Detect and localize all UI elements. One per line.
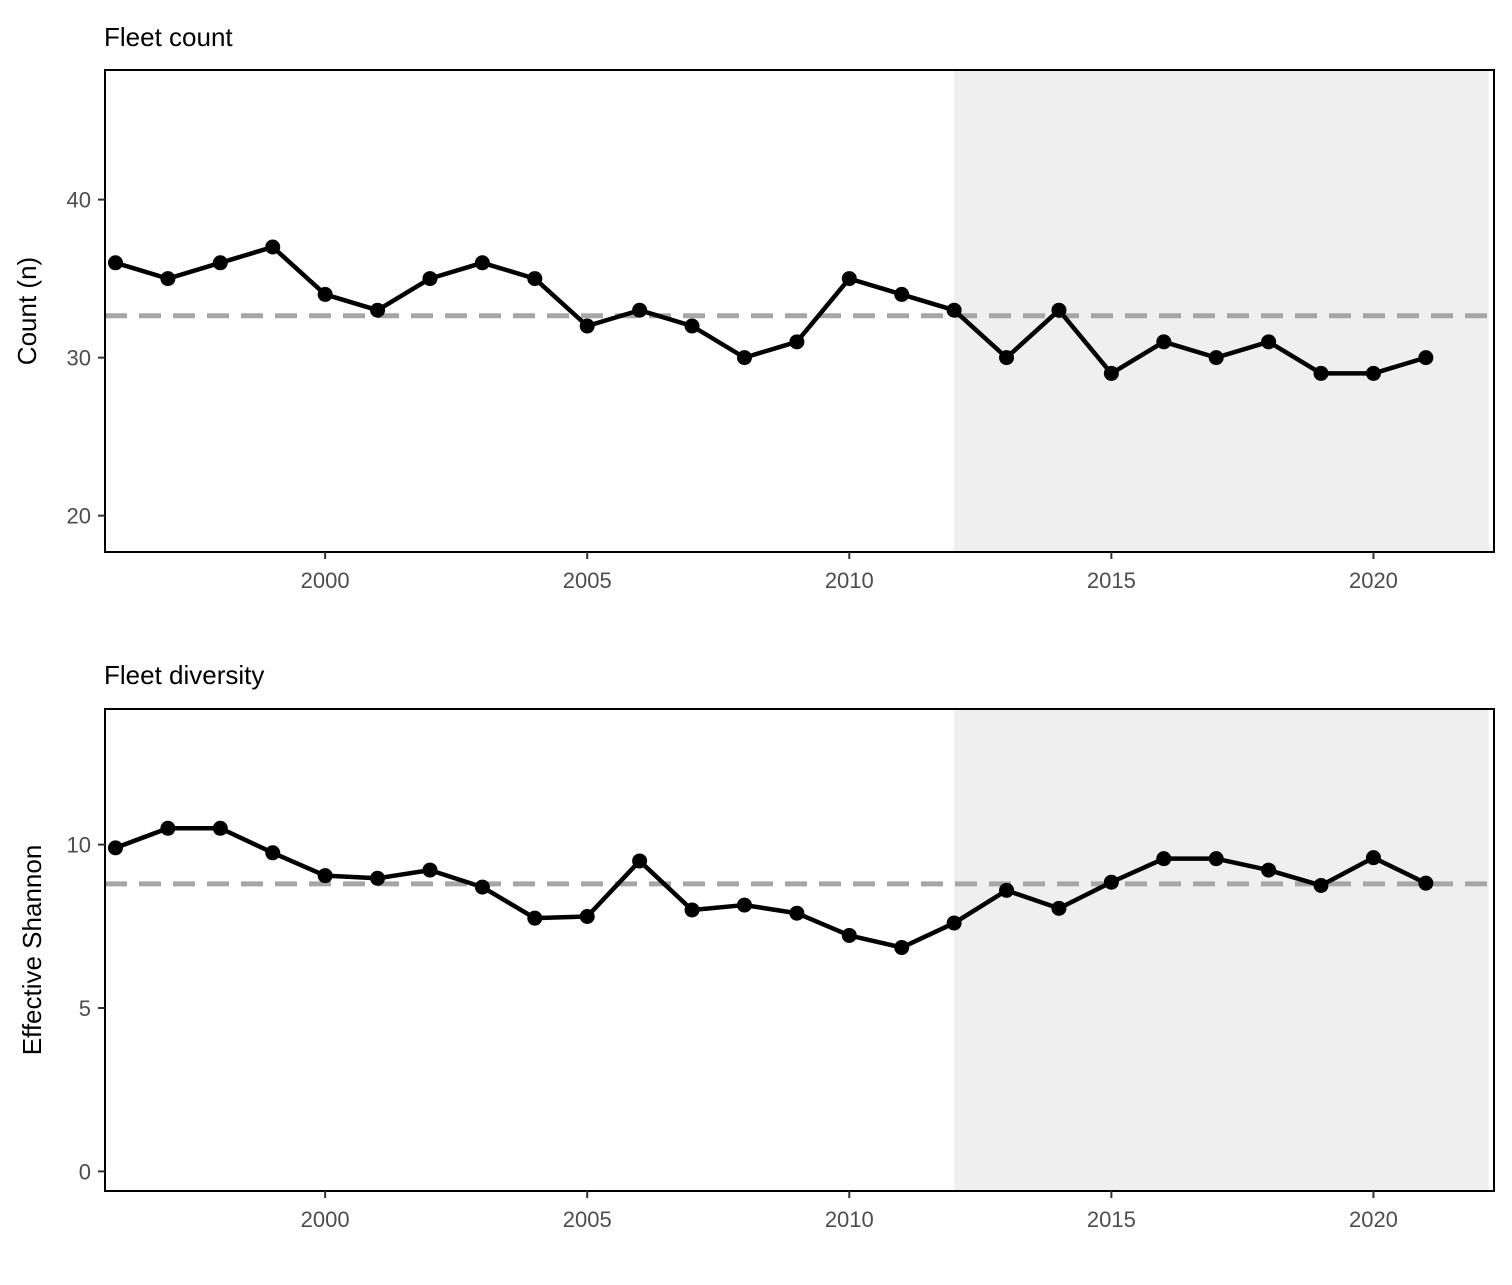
plot-area [105, 709, 1494, 1191]
data-point [789, 334, 805, 350]
panel-border [104, 69, 1495, 553]
data-point [1156, 334, 1172, 350]
x-tick-label: 2005 [563, 568, 612, 593]
y-tick-label: 30 [67, 346, 91, 371]
data-point [1156, 851, 1172, 867]
data-point [160, 271, 176, 287]
data-point [999, 882, 1015, 898]
data-point [946, 915, 962, 931]
data-point [579, 318, 595, 334]
x-tick-label: 2015 [1087, 568, 1136, 593]
data-point [684, 902, 700, 918]
panel-border [104, 708, 1495, 1192]
shaded-region [954, 70, 1489, 552]
x-tick-label: 2010 [825, 1207, 874, 1232]
data-point [422, 862, 438, 878]
data-point [1103, 365, 1119, 381]
data-point [1418, 875, 1434, 891]
data-point [1313, 365, 1329, 381]
y-axis-label: Effective Shannon [17, 845, 47, 1056]
data-point [317, 868, 333, 884]
data-point [1208, 851, 1224, 867]
y-tick-label: 10 [67, 833, 91, 858]
data-point [736, 897, 752, 913]
y-tick-label: 5 [79, 996, 91, 1021]
y-axis-label: Count (n) [12, 257, 42, 365]
panel-fleet-diversity: Fleet diversity Effective Shannon 2000 20… [17, 660, 1495, 1232]
series-line [113, 826, 1429, 950]
y-tick-label: 40 [67, 188, 91, 213]
data-point [841, 927, 857, 943]
data-point [1365, 850, 1381, 866]
data-point [841, 271, 857, 287]
panel-title: Fleet diversity [104, 660, 264, 690]
data-point [1261, 862, 1277, 878]
data-point [422, 271, 438, 287]
data-point [632, 853, 648, 869]
data-point [370, 302, 386, 318]
data-point [107, 840, 123, 856]
data-point [107, 255, 123, 271]
data-point [736, 350, 752, 366]
data-point [527, 271, 543, 287]
plot-area [105, 70, 1494, 552]
y-tick-label: 0 [79, 1159, 91, 1184]
data-point [317, 286, 333, 302]
data-point [527, 910, 543, 926]
data-point [160, 820, 176, 836]
x-tick-label: 2020 [1349, 1207, 1398, 1232]
x-tick-label: 2000 [301, 1207, 350, 1232]
data-point [265, 845, 281, 861]
x-tick-label: 2005 [563, 1207, 612, 1232]
data-point [474, 879, 490, 895]
data-point [789, 905, 805, 921]
data-point [1418, 350, 1434, 366]
data-point [1208, 350, 1224, 366]
data-point [632, 302, 648, 318]
data-point [265, 239, 281, 255]
data-point [684, 318, 700, 334]
data-point [1313, 877, 1329, 893]
data-point [999, 350, 1015, 366]
x-tick-label: 2015 [1087, 1207, 1136, 1232]
data-point [1051, 900, 1067, 916]
data-point [894, 286, 910, 302]
x-tick-label: 2000 [301, 568, 350, 593]
y-tick-label: 20 [67, 504, 91, 529]
panel-title: Fleet count [104, 22, 233, 52]
data-point [894, 940, 910, 956]
data-point [212, 255, 228, 271]
x-tick-label: 2010 [825, 568, 874, 593]
data-point [1365, 365, 1381, 381]
data-point [212, 820, 228, 836]
data-point [370, 870, 386, 886]
data-point [946, 302, 962, 318]
x-tick-label: 2020 [1349, 568, 1398, 593]
data-point [1103, 874, 1119, 890]
data-point [474, 255, 490, 271]
data-point [579, 909, 595, 925]
data-point [1051, 302, 1067, 318]
shaded-region [954, 709, 1489, 1191]
panel-fleet-count: Fleet count Count (n) 2000 2005 2010 2015 20… [12, 22, 1495, 593]
series-line [113, 244, 1429, 376]
data-point [1261, 334, 1277, 350]
